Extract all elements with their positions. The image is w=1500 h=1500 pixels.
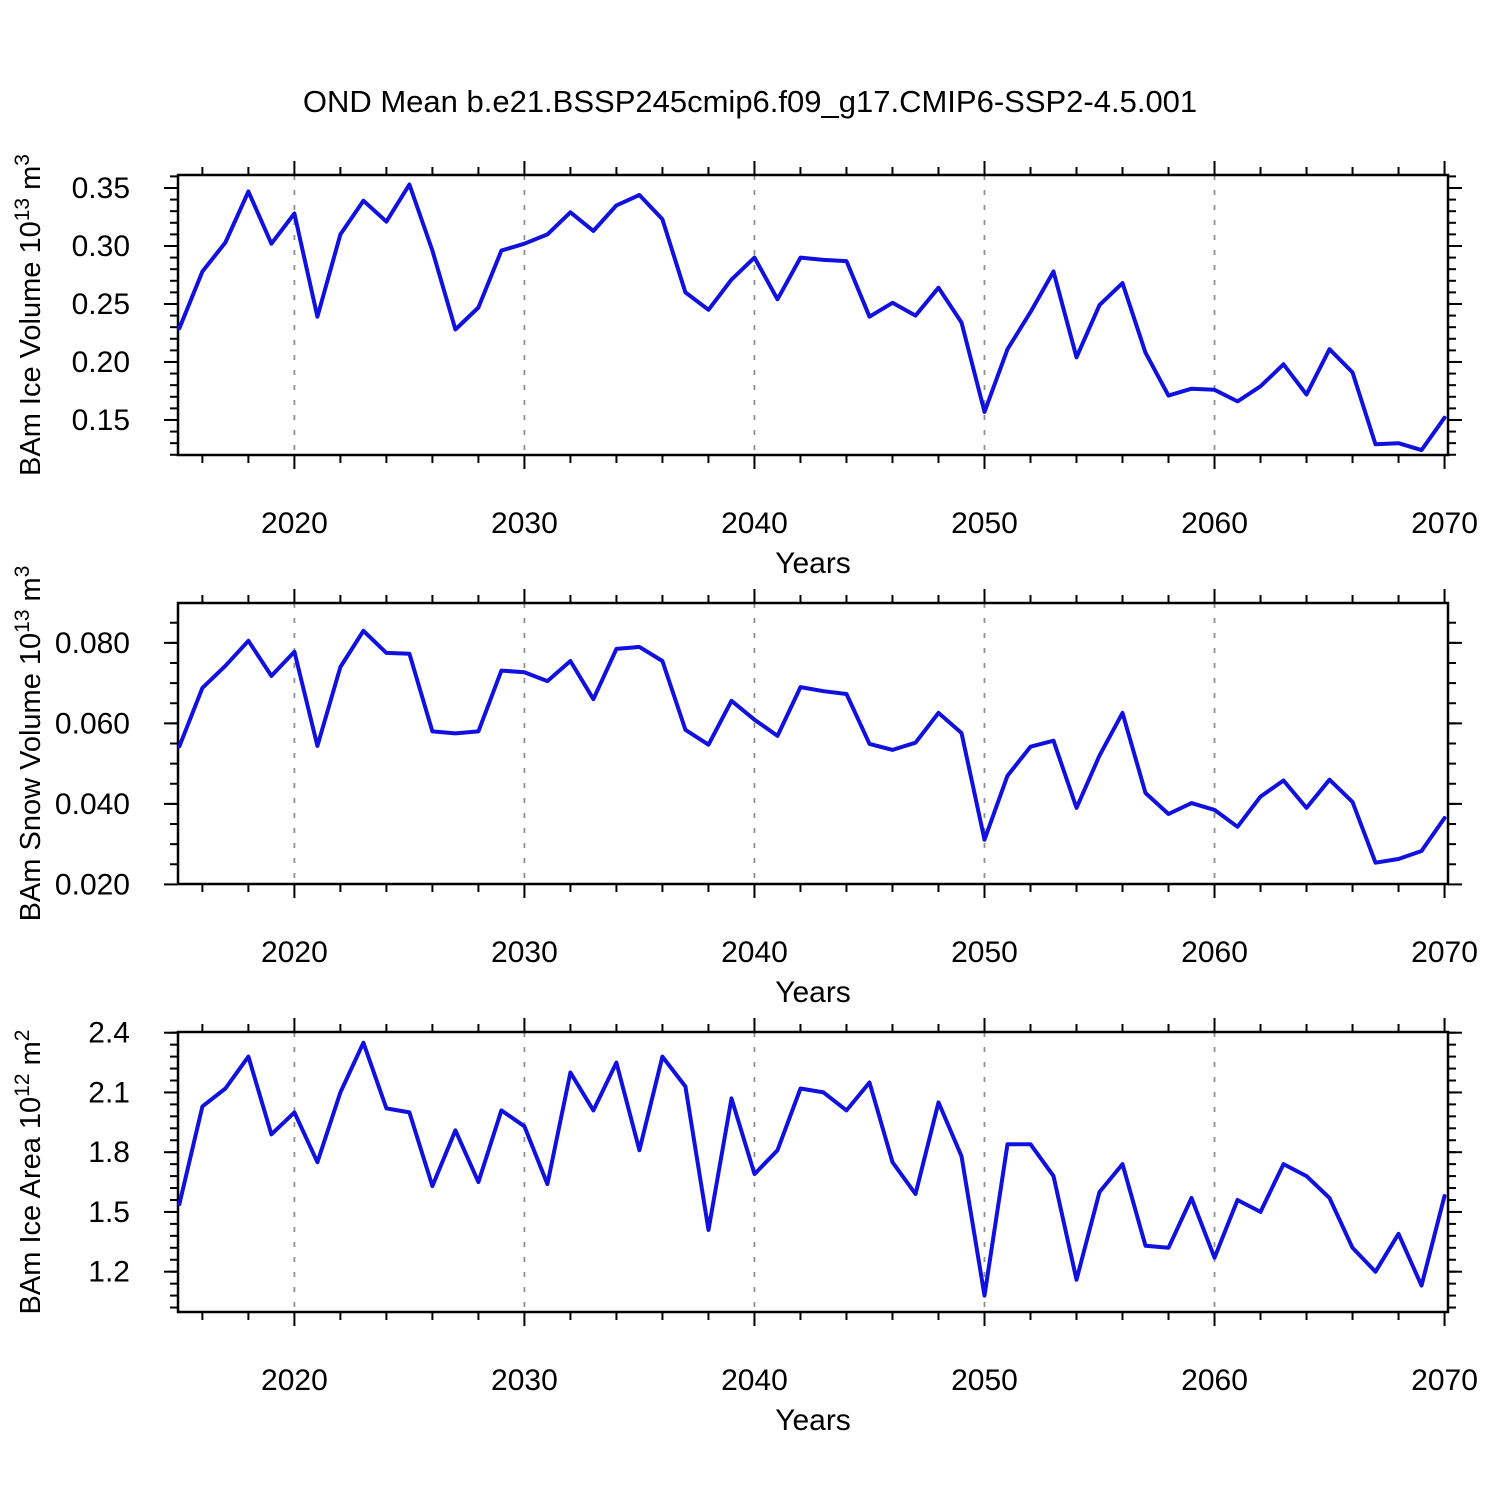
y-axis-title: BAm Ice Volume 1013 m3 xyxy=(11,154,47,476)
x-tick-label: 2020 xyxy=(261,507,328,540)
panel-frame xyxy=(176,601,1450,886)
y-tick-label: 0.20 xyxy=(72,346,130,379)
x-tick-label: 2060 xyxy=(1181,507,1248,540)
x-tick-label: 2050 xyxy=(951,1364,1018,1397)
x-tick-label: 2020 xyxy=(261,936,328,969)
x-axis-title: Years xyxy=(775,547,851,580)
y-tick-label: 1.5 xyxy=(88,1196,130,1229)
y-tick-label: 0.060 xyxy=(55,707,130,740)
panel-frame xyxy=(176,1030,1450,1314)
y-tick-label: 1.2 xyxy=(88,1256,130,1289)
x-tick-label: 2070 xyxy=(1411,1364,1478,1397)
x-tick-label: 2040 xyxy=(721,936,788,969)
x-tick-label: 2030 xyxy=(491,1364,558,1397)
y-tick-label: 0.15 xyxy=(72,404,130,437)
y-tick-label: 0.040 xyxy=(55,788,130,821)
x-tick-label: 2040 xyxy=(721,507,788,540)
x-tick-label: 2020 xyxy=(261,1364,328,1397)
y-axis-title: BAm Snow Volume 1013 m3 xyxy=(11,566,47,922)
x-tick-label: 2070 xyxy=(1411,936,1478,969)
x-tick-label: 2070 xyxy=(1411,507,1478,540)
y-tick-label: 2.4 xyxy=(88,1017,130,1050)
x-tick-label: 2030 xyxy=(491,936,558,969)
x-tick-label: 2030 xyxy=(491,507,558,540)
panel-frame xyxy=(176,173,1450,457)
data-line xyxy=(177,182,1447,453)
y-tick-label: 0.080 xyxy=(55,627,130,660)
x-tick-label: 2060 xyxy=(1181,936,1248,969)
figure-title: OND Mean b.e21.BSSP245cmip6.f09_g17.CMIP… xyxy=(302,84,1198,119)
x-axis-title: Years xyxy=(775,1404,851,1437)
y-tick-label: 2.1 xyxy=(88,1076,130,1109)
x-axis-title: Years xyxy=(775,976,851,1009)
x-tick-label: 2040 xyxy=(721,1364,788,1397)
y-tick-label: 0.30 xyxy=(72,230,130,263)
x-tick-label: 2060 xyxy=(1181,1364,1248,1397)
y-tick-label: 0.35 xyxy=(72,172,130,205)
x-tick-label: 2050 xyxy=(951,936,1018,969)
y-tick-label: 1.8 xyxy=(88,1136,130,1169)
data-line xyxy=(177,1040,1447,1298)
y-axis-title: BAm Ice Area 1012 m2 xyxy=(11,1030,47,1315)
x-tick-label: 2050 xyxy=(951,507,1018,540)
y-tick-label: 0.020 xyxy=(55,868,130,901)
y-tick-label: 0.25 xyxy=(72,288,130,321)
data-line xyxy=(177,628,1447,865)
